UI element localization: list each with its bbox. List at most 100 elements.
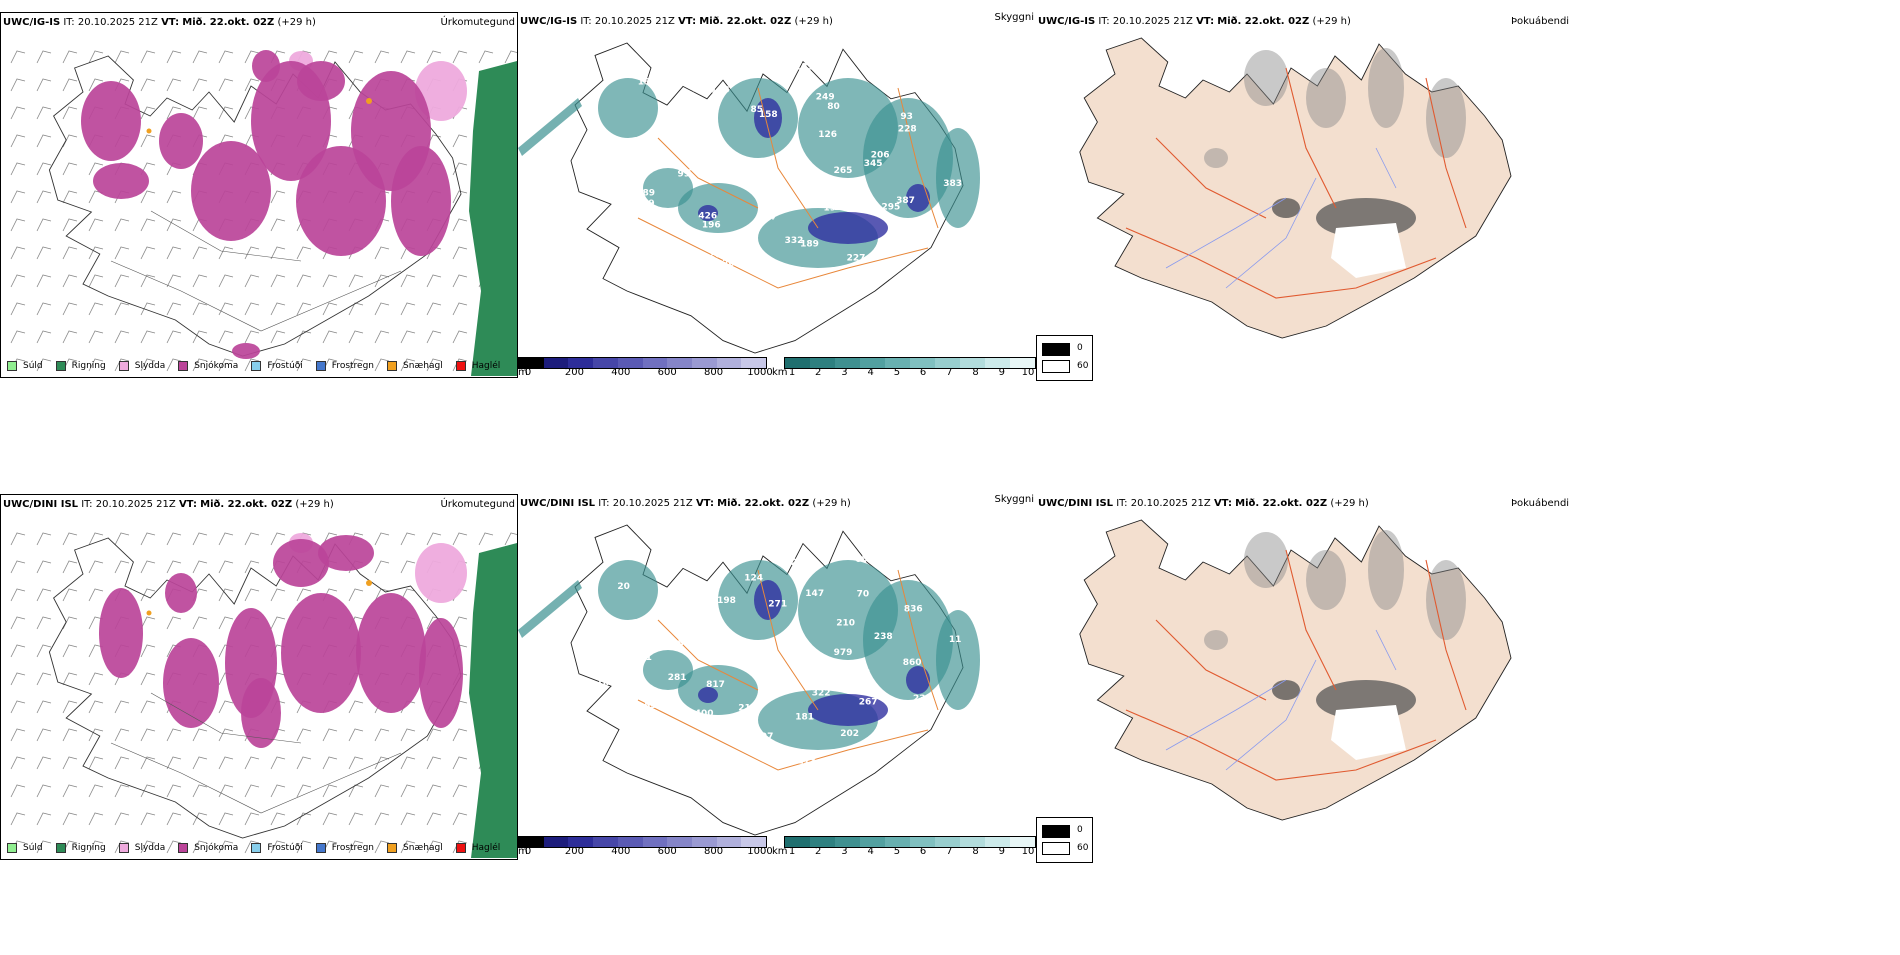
wind-barb: [244, 812, 260, 826]
wind-barb: [62, 330, 78, 344]
wind-barb: [140, 330, 156, 344]
colorbar-tick: 600: [657, 367, 677, 378]
wind-barb: [166, 616, 182, 630]
legend-label: Haglél: [471, 843, 501, 853]
colorbar-step: [519, 837, 544, 847]
fog-value-0: 0: [1077, 343, 1083, 353]
cloud-height-label: 540: [702, 553, 721, 563]
colorbar-tick: 10: [1021, 846, 1035, 857]
wind-barb: [166, 330, 182, 344]
wind-barb: [114, 302, 130, 316]
wind-barb: [10, 78, 26, 92]
wind-barb: [62, 560, 78, 574]
colorbar-tick: 9: [998, 367, 1005, 378]
wind-barb: [348, 274, 364, 288]
colorbar-tick: 7: [946, 367, 953, 378]
colorbar-step: [960, 837, 985, 847]
wind-barb: [62, 78, 78, 92]
wind-barb: [166, 784, 182, 798]
legend-item: Slydda: [118, 843, 165, 853]
cloud-height-label: 80: [827, 102, 840, 112]
wind-barb: [36, 218, 52, 232]
fog-index-area: [1244, 50, 1288, 106]
fog-index-title: Þokuábendi: [1511, 498, 1570, 509]
wind-barb: [270, 218, 286, 232]
low-visibility-area: [518, 580, 582, 638]
cloud-height-label: 836: [904, 605, 923, 615]
wind-barb: [140, 784, 156, 798]
wind-barb: [88, 756, 104, 770]
road-network: [637, 87, 939, 289]
legend-label: Súld: [23, 361, 43, 371]
cloud-height-colorbar: [518, 836, 767, 848]
wind-barb: [62, 588, 78, 602]
wind-barb: [36, 700, 52, 714]
cloud-height-label: 228: [898, 125, 917, 135]
wind-barb: [218, 812, 234, 826]
wind-barb: [114, 756, 130, 770]
colorbar-step: [985, 837, 1010, 847]
visibility-unit: km: [772, 846, 788, 857]
cloud-height-label: 189: [800, 240, 819, 250]
fog-index-area: [1368, 48, 1404, 128]
wind-barb: [114, 812, 130, 826]
precip-type-panel: UWC/IG-IS IT: 20.10.2025 21Z VT: Mið. 22…: [0, 12, 518, 378]
wind-barb: [36, 756, 52, 770]
colorbar-tick: 3: [841, 367, 848, 378]
wind-barb: [452, 728, 468, 742]
wind-barb: [218, 840, 234, 854]
run-info-header: UWC/DINI ISL IT: 20.10.2025 21Z VT: Mið.…: [1038, 498, 1369, 509]
legend-item: Haglél: [455, 361, 500, 371]
wind-barb: [114, 218, 130, 232]
wind-barb: [166, 190, 182, 204]
legend-label: Snæhagl: [403, 361, 443, 371]
colorbar-step: [716, 358, 742, 368]
cloud-height-label: 383: [943, 179, 962, 189]
wind-barb: [36, 840, 52, 854]
colorbar-tick: 2: [815, 367, 822, 378]
precip-type-title: Úrkomutegund: [440, 499, 515, 510]
legend-item: Súld: [7, 361, 43, 371]
wind-barb: [10, 588, 26, 602]
legend-label: Frostúði: [267, 361, 303, 371]
wind-barb: [426, 330, 442, 344]
wind-barb: [192, 560, 208, 574]
cloud-height-label: 204: [709, 251, 728, 261]
wind-barb: [322, 784, 338, 798]
wind-barb: [452, 218, 468, 232]
colorbar-tick: 0: [524, 846, 532, 857]
visibility-title: Skyggni: [994, 494, 1034, 505]
wind-barb: [218, 616, 234, 630]
wind-barb: [452, 756, 468, 770]
wind-barb: [114, 50, 130, 64]
colorbar-tick: 200: [564, 846, 584, 857]
wind-barb: [400, 560, 416, 574]
run-info-header: UWC/DINI ISL IT: 20.10.2025 21Z VT: Mið.…: [3, 499, 334, 510]
cloud-height-label: 400: [695, 709, 714, 719]
colorbar-step: [935, 358, 960, 368]
cloud-height-label: 130: [638, 78, 657, 88]
cloud-base-area: [698, 205, 718, 221]
wind-barb: [374, 532, 390, 546]
colorbar-step: [741, 358, 767, 368]
colorbar-step: [667, 358, 692, 368]
sleet-area: [415, 543, 467, 603]
cloud-height-label: 387: [896, 196, 915, 206]
cloud-height-colorbar: [518, 357, 767, 369]
colorbar-step: [691, 837, 717, 847]
colorbar-tick: 5: [893, 367, 901, 378]
wind-barb: [36, 560, 52, 574]
wind-barb: [426, 812, 442, 826]
legend-label: Rigning: [71, 361, 106, 371]
cloud-height-label: 231: [913, 694, 932, 704]
colorbar-tick: 7: [946, 846, 953, 857]
colorbar-tick: 0: [524, 367, 532, 378]
wind-barb: [10, 330, 26, 344]
colorbar-tick: 1000: [747, 846, 773, 857]
cloud-height-label: 110: [671, 583, 690, 593]
wind-barb: [400, 50, 416, 64]
wind-barb: [10, 728, 26, 742]
wind-barb: [348, 330, 364, 344]
cloud-height-label: 19: [824, 204, 837, 214]
fog-index-area: [1204, 630, 1228, 650]
